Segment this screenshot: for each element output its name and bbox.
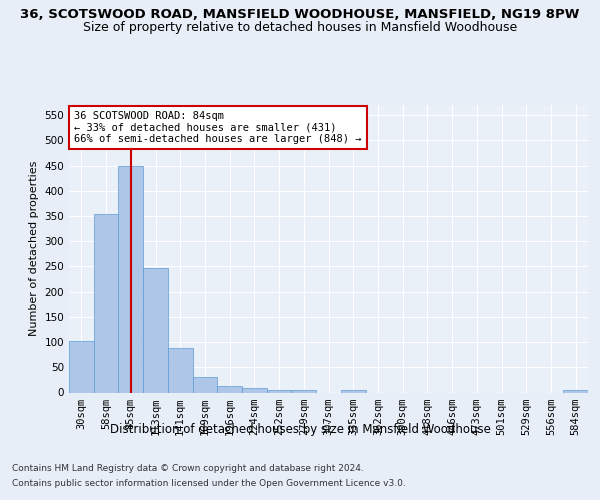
Text: Distribution of detached houses by size in Mansfield Woodhouse: Distribution of detached houses by size … <box>110 422 490 436</box>
Bar <box>193 378 217 392</box>
Text: Contains public sector information licensed under the Open Government Licence v3: Contains public sector information licen… <box>12 479 406 488</box>
Bar <box>217 386 242 392</box>
Bar <box>242 388 267 392</box>
Text: Size of property relative to detached houses in Mansfield Woodhouse: Size of property relative to detached ho… <box>83 21 517 34</box>
Bar <box>267 390 292 392</box>
Text: 36, SCOTSWOOD ROAD, MANSFIELD WOODHOUSE, MANSFIELD, NG19 8PW: 36, SCOTSWOOD ROAD, MANSFIELD WOODHOUSE,… <box>20 8 580 20</box>
Bar <box>143 268 168 392</box>
Bar <box>341 390 365 392</box>
Bar <box>168 348 193 393</box>
Text: Contains HM Land Registry data © Crown copyright and database right 2024.: Contains HM Land Registry data © Crown c… <box>12 464 364 473</box>
Y-axis label: Number of detached properties: Number of detached properties <box>29 161 39 336</box>
Bar <box>118 166 143 392</box>
Text: 36 SCOTSWOOD ROAD: 84sqm
← 33% of detached houses are smaller (431)
66% of semi-: 36 SCOTSWOOD ROAD: 84sqm ← 33% of detach… <box>74 111 362 144</box>
Bar <box>94 214 118 392</box>
Bar <box>292 390 316 392</box>
Bar <box>69 340 94 392</box>
Bar <box>563 390 588 392</box>
